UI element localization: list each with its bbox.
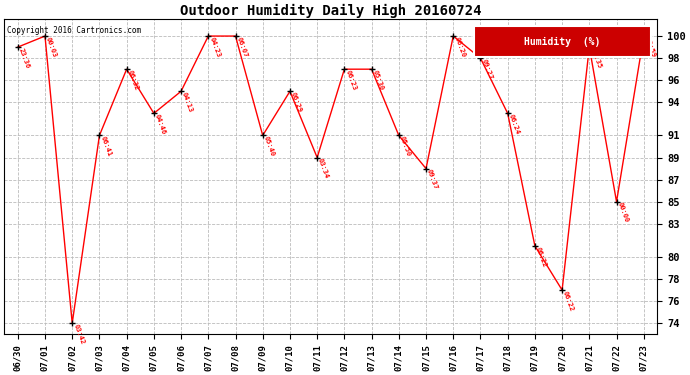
Text: 06:29: 06:29 <box>290 91 303 113</box>
Text: 05:35: 05:35 <box>589 47 602 69</box>
Text: 00:00: 00:00 <box>617 202 629 224</box>
Text: 03:42: 03:42 <box>72 323 85 345</box>
Text: 06:20: 06:20 <box>453 36 466 58</box>
Text: 09:37: 09:37 <box>426 169 439 190</box>
Text: 09:27: 09:27 <box>480 58 493 80</box>
Text: 06:07: 06:07 <box>235 36 248 58</box>
Text: 00:03: 00:03 <box>45 36 58 58</box>
Text: 05:30: 05:30 <box>372 69 384 91</box>
Title: Outdoor Humidity Daily High 20160724: Outdoor Humidity Daily High 20160724 <box>180 4 482 18</box>
Text: 06:22: 06:22 <box>535 246 548 268</box>
Text: 05:50: 05:50 <box>399 135 412 158</box>
Text: 04:13: 04:13 <box>181 91 194 113</box>
Text: 06:22: 06:22 <box>562 290 575 312</box>
Text: Humidity  (%): Humidity (%) <box>524 36 601 46</box>
Text: 04:46: 04:46 <box>154 113 167 135</box>
Bar <box>475 26 651 57</box>
Text: 06:41: 06:41 <box>99 135 112 158</box>
Text: 06:24: 06:24 <box>508 113 520 135</box>
Text: 04:23: 04:23 <box>208 36 221 58</box>
Text: 06:23: 06:23 <box>344 69 357 91</box>
Text: 03:34: 03:34 <box>317 158 330 180</box>
Text: 05:59: 05:59 <box>644 36 657 58</box>
Text: 06:32: 06:32 <box>127 69 139 91</box>
Text: Copyright 2016 Cartronics.com: Copyright 2016 Cartronics.com <box>8 26 141 35</box>
Text: 23:36: 23:36 <box>18 47 30 69</box>
Text: 05:40: 05:40 <box>263 135 275 158</box>
